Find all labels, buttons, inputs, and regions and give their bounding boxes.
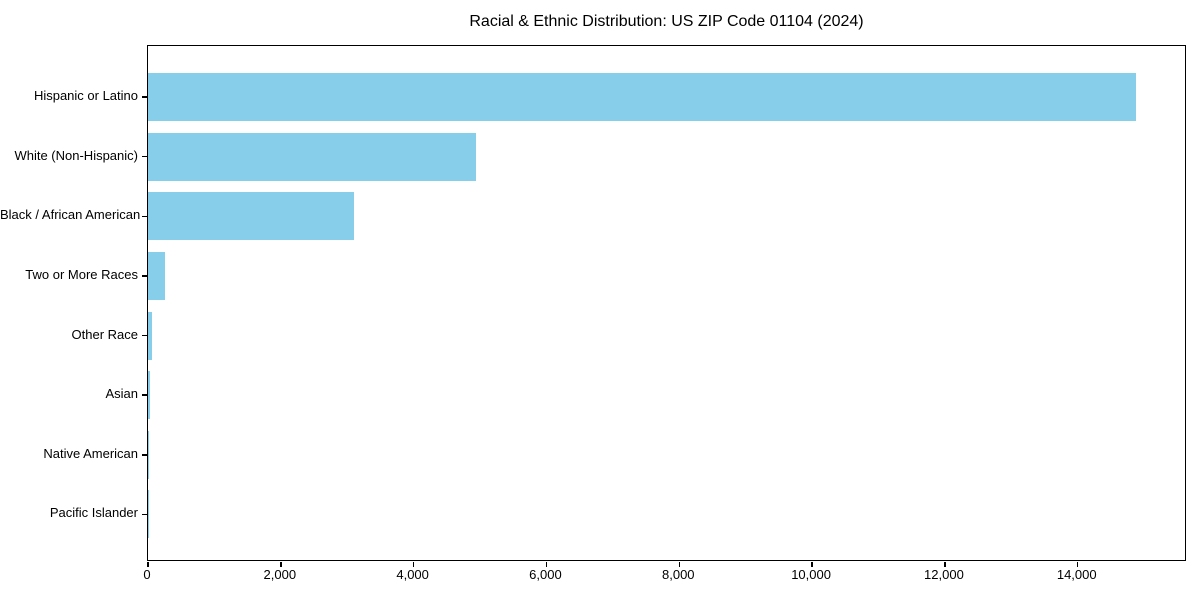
x-tick-label: 2,000: [263, 567, 297, 582]
x-tick-mark: [678, 561, 681, 567]
bars-layer: [148, 46, 1185, 560]
y-tick-mark: [141, 155, 147, 158]
x-tick-label: 14,000: [1056, 567, 1097, 582]
y-tick-mark: [141, 334, 147, 337]
x-tick-mark: [545, 561, 548, 567]
y-tick-label: Asian: [105, 386, 138, 402]
x-tick-mark: [811, 561, 813, 567]
y-tick-mark: [141, 96, 147, 98]
x-tick-label: 10,000: [791, 567, 831, 582]
x-tick-mark: [944, 561, 946, 567]
x-tick-mark: [412, 561, 415, 567]
chart-title: Racial & Ethnic Distribution: US ZIP Cod…: [469, 13, 864, 30]
x-tick-label: 0: [143, 567, 151, 582]
x-tick-label: 4,000: [396, 567, 429, 582]
y-tick-label: Pacific Islander: [49, 505, 138, 521]
y-tick-label: Two or More Races: [25, 266, 138, 282]
y-tick-mark: [141, 394, 147, 396]
bar-native-american: [148, 430, 149, 479]
y-tick-mark: [141, 513, 147, 516]
bar-other-race: [148, 311, 152, 360]
x-tick-mark: [1076, 561, 1079, 567]
x-tick-label: 8,000: [662, 567, 695, 582]
y-tick-label: White (Non-Hispanic): [14, 147, 138, 163]
y-tick-mark: [141, 275, 147, 277]
y-tick-label: Black / African American: [0, 207, 141, 223]
bar-two-or-more-races: [148, 251, 166, 300]
y-tick-label: Native American: [43, 445, 138, 461]
y-tick-mark: [141, 454, 147, 456]
plot-area: [141, 45, 1186, 567]
y-tick-label: Hispanic or Latino: [33, 88, 138, 103]
x-tick-label: 12,000: [924, 567, 964, 582]
bar-hispanic-or-latino: [148, 73, 1136, 121]
x-tick-mark: [147, 561, 149, 567]
bar-white-non-hispanic: [148, 132, 477, 181]
y-tick-label: Other Race: [71, 326, 138, 342]
bar-black-african-american: [148, 192, 354, 241]
y-tick-mark: [141, 215, 147, 218]
x-tick-label: 6,000: [529, 567, 562, 582]
x-tick-mark: [280, 561, 282, 567]
bar-asian: [148, 371, 150, 420]
